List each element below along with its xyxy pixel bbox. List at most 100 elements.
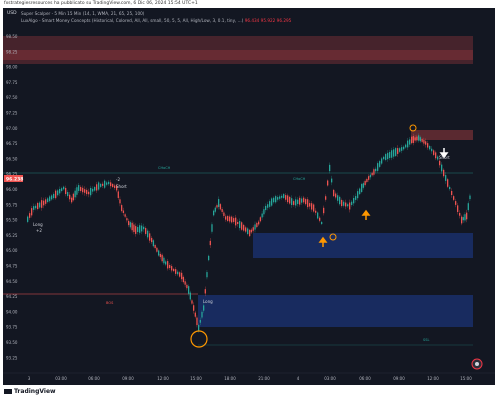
candle-body — [383, 156, 385, 160]
candle-body — [88, 191, 90, 195]
candle-body — [459, 212, 461, 216]
time-tick-label: 09:00 — [393, 376, 405, 381]
candle-body — [235, 217, 237, 226]
candle-body — [171, 266, 173, 271]
indicator-legend-1[interactable]: Super Scalper - 5 Min 15 Min (14, 1, WMA… — [21, 11, 145, 16]
candle-body — [259, 217, 262, 222]
value-label-1: +2 — [36, 228, 42, 233]
candle-body — [218, 199, 220, 207]
candle-body — [411, 136, 413, 144]
candle-body — [225, 216, 227, 220]
candle-body — [53, 193, 55, 199]
candle-body — [90, 187, 92, 196]
candle-body — [245, 227, 247, 232]
candle-body — [303, 197, 305, 203]
demand-zone-low — [198, 295, 473, 327]
candle-body — [223, 212, 225, 216]
price-tick-label: 95.50 — [6, 218, 18, 223]
candle-body — [196, 317, 198, 326]
candle-body — [203, 305, 205, 311]
candle-body — [313, 204, 315, 212]
candle-body — [55, 190, 57, 199]
candle-body — [65, 187, 67, 195]
candle-body — [45, 199, 47, 204]
candle-body — [191, 300, 193, 304]
candle-body — [51, 195, 53, 200]
candle-body — [412, 136, 415, 143]
candle-body — [425, 141, 427, 145]
candle-body — [331, 178, 333, 183]
price-tick-label: 93.25 — [6, 355, 18, 360]
candle-body — [431, 148, 433, 152]
price-tick-label: 96.50 — [6, 156, 18, 161]
ssl-label: SSL — [423, 338, 429, 342]
candle-body — [250, 229, 253, 233]
candle-body — [418, 135, 420, 141]
candle-body — [78, 185, 80, 191]
candle-body — [165, 261, 167, 265]
candle-body — [401, 147, 403, 151]
candle-body — [269, 201, 271, 207]
candle-body — [362, 183, 365, 188]
candle-body — [271, 198, 273, 206]
brand-name: TradingView — [14, 388, 56, 395]
signal-circle-mid — [329, 233, 337, 241]
candle-body — [409, 139, 411, 145]
chart-pane[interactable]: USD Super Scalper - 5 Min 15 Min (14, 1,… — [3, 8, 495, 385]
price-chart[interactable]: CHoCH BOS Short -2 Short Long +2 Long CH… — [3, 8, 495, 385]
candle-body — [156, 247, 158, 252]
candle-body — [133, 224, 135, 232]
candle-body — [451, 190, 453, 196]
candle-body — [92, 188, 94, 192]
time-tick-label: 15:00 — [190, 376, 202, 381]
time-tick-label: 4 — [297, 376, 300, 381]
candle-body — [206, 272, 208, 278]
price-tick-label: 96.75 — [6, 141, 18, 146]
current-price-label: 96.238 — [6, 177, 23, 183]
candle-body — [102, 183, 104, 186]
choch-label-2: CHoCH — [293, 177, 306, 181]
candle-body — [35, 205, 37, 209]
candle-body — [333, 189, 335, 197]
time-scale[interactable]: 3 03:00 06:00 09:00 12:00 15:00 18:00 21:00 4 03:… — [28, 376, 472, 381]
time-tick-label: 15:00 — [460, 376, 472, 381]
indicator-legend-2[interactable]: LuxAlgo - Smart Money Concepts (Historic… — [21, 18, 291, 23]
symbol-label[interactable]: USD — [7, 11, 17, 16]
candle-body — [327, 180, 329, 186]
candle-body — [443, 169, 445, 177]
tradingview-footer[interactable]: TradingView — [4, 388, 56, 395]
candle-body — [457, 205, 459, 212]
candle-body — [351, 201, 353, 205]
candle-body — [182, 276, 185, 283]
candle-body — [469, 195, 471, 200]
candle-body — [151, 237, 153, 243]
candle-body — [158, 250, 160, 256]
candle-body — [219, 204, 222, 210]
candle-body — [368, 176, 370, 180]
candle-body — [407, 140, 409, 148]
supply-zone-high — [411, 130, 473, 140]
price-tick-label: 94.00 — [6, 309, 18, 314]
candle-body — [325, 196, 327, 200]
price-tick-label: 95.25 — [6, 233, 18, 238]
time-tick-label: 06:00 — [359, 376, 371, 381]
publish-caption: fxstrategiesresources ha pubblicato su T… — [4, 1, 198, 6]
candle-body — [216, 205, 218, 208]
candle-body — [208, 255, 210, 261]
candle-body — [126, 218, 128, 221]
candle-body — [86, 189, 88, 195]
candle-body — [449, 186, 451, 190]
candle-body — [179, 272, 181, 277]
candle-body — [29, 213, 31, 218]
candle-body — [355, 196, 357, 200]
candle-body — [72, 193, 75, 201]
long-label-1: Long — [33, 222, 43, 227]
candle-body — [122, 210, 125, 213]
time-tick-label: 03:00 — [55, 376, 67, 381]
candle-body — [135, 226, 137, 234]
price-tick-label: 93.75 — [6, 325, 18, 330]
candle-body — [305, 199, 307, 205]
price-scale[interactable]: 98.50 98.25 98.00 97.75 97.50 97.25 97.00 96.75… — [6, 34, 18, 360]
candle-body — [49, 196, 51, 202]
candle-body — [397, 148, 399, 154]
